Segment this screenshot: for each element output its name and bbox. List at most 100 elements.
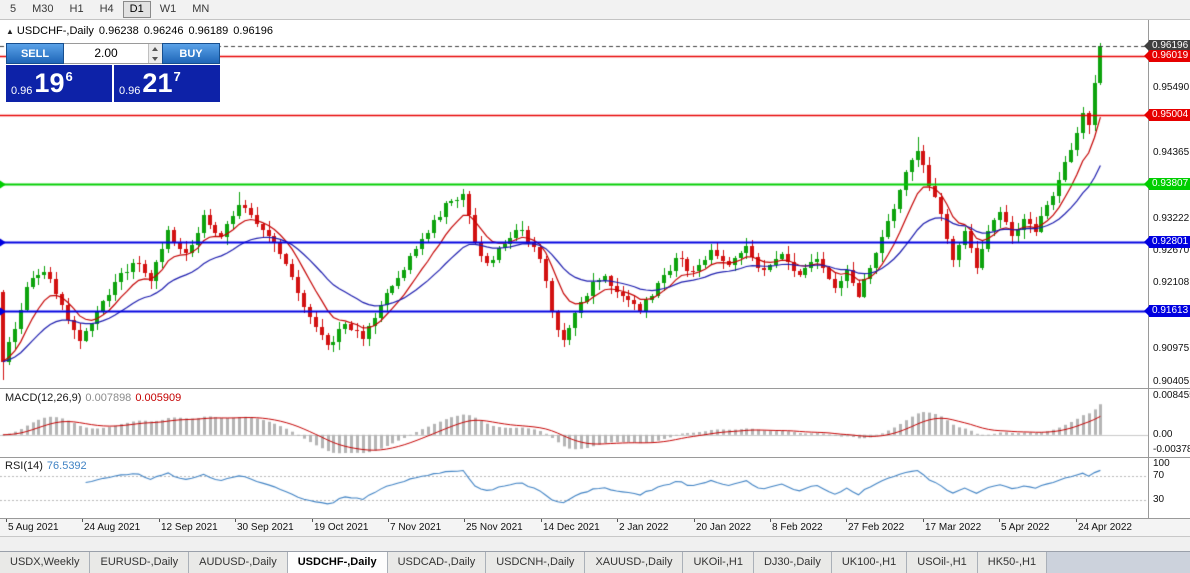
price-tick-label: 0.90975 [1153,343,1190,354]
volume-value[interactable]: 2.00 [94,46,118,60]
rsi-axis-label: 30 [1153,494,1165,505]
chart-tab-eurusd-daily[interactable]: EURUSD-,Daily [90,552,190,573]
panel-separator[interactable] [0,388,1190,389]
date-label: 24 Apr 2022 [1078,522,1132,533]
date-label: 5 Aug 2021 [8,522,59,533]
chart-tab-xauusd-daily[interactable]: XAUUSD-,Daily [585,552,684,573]
price-line-label: 0.95004 [1144,109,1190,121]
chart-tab-usdcad-daily[interactable]: USDCAD-,Daily [387,552,487,573]
chart-title: ▲ USDCHF-,Daily 0.96238 0.96246 0.96189 0.961… [6,25,278,37]
date-label: 30 Sep 2021 [237,522,294,533]
timeframe-button-m30[interactable]: M30 [32,3,54,15]
price-line-label: 0.92801 [1144,236,1190,248]
price-axis[interactable]: 0.95490 0.94365 0.93222 0.92670 0.92108 0.909… [1144,20,1190,519]
bid-price-display[interactable]: 0.96 19 6 [6,65,112,102]
trade-prices-row: 0.96 19 6 0.96 21 7 [6,65,220,102]
timeframe-button-d1[interactable]: D1 [122,1,151,18]
time-tick [82,519,83,522]
date-label: 2 Jan 2022 [619,522,669,533]
timeframe-button-h4[interactable]: H4 [99,3,114,15]
chart-tab-dj30-daily[interactable]: DJ30-,Daily [753,552,832,573]
ask-price-display[interactable]: 0.96 21 7 [114,65,220,102]
bid-pips: 19 [34,68,65,98]
panel-separator[interactable] [0,518,1190,519]
time-tick [464,519,465,522]
chart-region: 0.95490 0.94365 0.93222 0.92670 0.92108 0.909… [0,20,1190,536]
price-line-label: 0.93807 [1144,178,1190,190]
date-label: 5 Apr 2022 [1001,522,1050,533]
date-label: 17 Mar 2022 [925,522,982,533]
date-label: 27 Feb 2022 [848,522,905,533]
time-tick [617,519,618,522]
panel-separator[interactable] [0,457,1190,458]
time-tick [159,519,160,522]
time-tick [6,519,7,522]
date-label: 25 Nov 2021 [466,522,523,533]
macd-panel-canvas[interactable] [0,390,1148,456]
volume-input[interactable]: 2.00 [64,43,162,64]
timeframe-button-mn[interactable]: MN [192,3,210,15]
price-tick-label: 0.95490 [1153,82,1190,93]
time-tick [235,519,236,522]
rsi-value: 76.5392 [46,460,87,472]
chart-tab-usdx-weekly[interactable]: USDX,Weekly [0,552,91,573]
timeframe-button-h1[interactable]: H1 [69,3,84,15]
sell-button[interactable]: SELL [6,43,64,64]
macd-value-main: 0.007898 [85,392,132,404]
chart-tab-ukoil-h1[interactable]: UKOil-,H1 [683,552,754,573]
macd-value-signal: 0.005909 [135,392,182,404]
bid-point: 6 [65,69,73,84]
chart-tab-uk100-h1[interactable]: UK100-,H1 [831,552,908,573]
date-label: 12 Sep 2021 [161,522,218,533]
time-tick [1076,519,1077,522]
timeframe-button-w1[interactable]: W1 [159,3,177,15]
rsi-name: RSI(14) [5,460,43,472]
macd-axis-label: 0.00 [1153,428,1173,440]
spinner-up-icon[interactable] [149,44,162,54]
price-tick-label: 0.92670 [1153,245,1190,256]
chart-tab-usdcnh-daily[interactable]: USDCNH-,Daily [486,552,586,573]
price-label-arrow-icon [1144,179,1149,189]
time-axis[interactable]: 5 Aug 2021 24 Aug 2021 12 Sep 2021 30 Sep 2… [0,519,1190,536]
date-label: 19 Oct 2021 [314,522,369,533]
price-label-arrow-icon [1144,41,1149,51]
bid-prefix: 0.96 [11,85,33,97]
ask-pips: 21 [142,68,173,98]
price-line-label: 0.96019 [1144,50,1190,62]
chart-tab-audusd-daily[interactable]: AUDUSD-,Daily [189,552,288,573]
rsi-indicator-label: RSI(14) 76.5392 [5,460,87,472]
chart-symbol-period: USDCHF-,Daily [16,25,94,37]
macd-axis-label: 0.008455 [1153,390,1190,401]
buy-button[interactable]: BUY [162,43,220,64]
rsi-panel-canvas[interactable] [0,458,1148,518]
price-label-arrow-icon [1144,306,1149,316]
spinner-down-icon[interactable] [149,53,162,63]
time-tick [694,519,695,522]
volume-spinner [148,44,162,63]
date-label: 7 Nov 2021 [390,522,442,533]
price-tick-label: 0.90405 [1153,376,1190,387]
ask-prefix: 0.96 [119,85,141,97]
timeframe-button-5[interactable]: 5 [10,3,17,15]
date-label: 20 Jan 2022 [696,522,752,533]
price-label-arrow-icon [1144,51,1149,61]
price-label-arrow-icon [1144,110,1149,120]
rsi-axis-label: 70 [1153,470,1165,481]
macd-name: MACD(12,26,9) [5,392,82,404]
time-tick [541,519,542,522]
date-label: 14 Dec 2021 [543,522,600,533]
chart-tab-hk50-h1[interactable]: HK50-,H1 [977,552,1048,573]
date-label: 24 Aug 2021 [84,522,141,533]
time-tick [770,519,771,522]
macd-axis-label: -0.00378 [1153,444,1190,455]
price-line-label: 0.96196 [1144,40,1190,52]
macd-indicator-label: MACD(12,26,9) 0.007898 0.005909 [5,392,181,404]
ohlc-close: 0.96196 [233,25,273,37]
rsi-axis-label: 100 [1153,458,1170,469]
time-tick [312,519,313,522]
chart-tab-usdchf-daily[interactable]: USDCHF-,Daily [287,552,388,573]
trade-buttons-row: SELL 2.00 BUY [6,43,220,64]
chart-tab-usoil-h1[interactable]: USOil-,H1 [907,552,978,573]
ohlc-high: 0.96246 [143,25,184,37]
